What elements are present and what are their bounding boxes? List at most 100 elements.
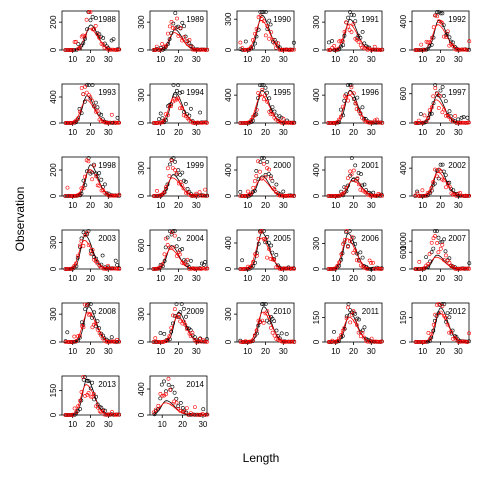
- observed-point-red: [204, 193, 209, 198]
- x-tick-label: 20: [174, 201, 183, 210]
- observed-point-black: [272, 109, 277, 114]
- observed-point-black: [90, 380, 95, 385]
- observed-point-red: [429, 332, 434, 337]
- observed-point-red: [254, 27, 259, 31]
- observed-point-red: [163, 112, 168, 117]
- observed-point-red: [253, 31, 257, 36]
- panel-2004: 10 20 30 0 600 2004: [137, 229, 210, 283]
- observed-point-red: [90, 98, 94, 103]
- observed-point-red: [267, 36, 272, 41]
- observed-point-black: [192, 335, 197, 340]
- observed-point-red: [431, 94, 436, 99]
- predicted-line-red: [65, 169, 120, 197]
- observed-point-black: [459, 115, 464, 120]
- observed-point-red: [167, 104, 172, 109]
- observed-point-red: [97, 35, 102, 40]
- observed-point-red: [461, 120, 466, 125]
- observed-point-red: [175, 16, 179, 21]
- x-tick-label: 10: [68, 274, 77, 283]
- x-tick-label: 10: [331, 274, 340, 283]
- observed-point-red: [261, 237, 266, 241]
- observed-point-red: [166, 376, 171, 381]
- x-tick-label: 10: [418, 128, 427, 137]
- observed-point-black: [152, 412, 157, 417]
- year-label: 2009: [186, 307, 204, 316]
- observed-point-red: [200, 121, 204, 125]
- observed-point-red: [274, 336, 279, 341]
- observed-point-red: [201, 266, 206, 271]
- observed-point-red: [353, 319, 358, 324]
- observed-point-red: [245, 47, 250, 52]
- y-tick-label: 0: [224, 120, 233, 125]
- observed-point-black: [95, 105, 100, 110]
- observed-point-red: [349, 312, 354, 317]
- observed-point-red: [373, 118, 377, 123]
- observed-point-red: [102, 45, 107, 50]
- observed-point-red: [243, 339, 248, 344]
- observed-point-black: [188, 258, 193, 263]
- observed-point-red: [203, 266, 208, 271]
- observed-point-red: [88, 10, 93, 14]
- observed-point-red: [418, 121, 423, 125]
- observed-point-red: [65, 267, 70, 271]
- observed-point-black: [284, 332, 289, 336]
- observed-point-black: [332, 329, 336, 334]
- observed-point-red: [263, 237, 268, 241]
- observed-point-red: [196, 193, 201, 198]
- observed-point-black: [184, 314, 188, 319]
- observed-point-red: [457, 120, 462, 125]
- observed-point-red: [279, 47, 284, 52]
- observed-point-red: [267, 167, 272, 172]
- observed-point-black: [261, 83, 266, 87]
- observed-point-red: [356, 330, 361, 335]
- observed-point-red: [176, 34, 181, 38]
- observed-point-red: [338, 38, 343, 43]
- observed-point-red: [180, 106, 185, 111]
- y-tick-label: 400: [224, 88, 233, 102]
- observed-point-red: [79, 239, 84, 244]
- observed-point-red: [362, 46, 367, 51]
- observed-point-red: [204, 339, 209, 344]
- observed-point-black: [346, 183, 350, 188]
- x-tick-label: 30: [192, 347, 201, 356]
- y-tick-label: 0: [312, 266, 321, 271]
- y-tick-label: 0: [224, 193, 233, 198]
- observed-point-red: [92, 104, 97, 109]
- observed-point-black: [353, 19, 358, 24]
- observed-point-red: [165, 337, 170, 342]
- observed-point-red: [261, 161, 266, 166]
- observed-point-black: [428, 259, 433, 264]
- observed-point-black: [169, 232, 174, 237]
- x-tick-label: 20: [349, 128, 358, 137]
- observed-point-black: [173, 11, 178, 16]
- observed-point-red: [277, 266, 282, 271]
- observed-point-red: [77, 192, 82, 197]
- year-label: 1999: [186, 161, 204, 170]
- observed-point-black: [192, 412, 197, 417]
- observed-point-black: [176, 315, 181, 320]
- observed-point-black: [429, 43, 434, 47]
- observed-point-red: [427, 108, 432, 113]
- observed-point-red: [440, 110, 445, 115]
- observed-point-red: [441, 257, 446, 262]
- observed-point-red: [187, 38, 192, 42]
- observed-point-red: [456, 191, 461, 196]
- observed-point-red: [181, 186, 186, 191]
- observed-point-red: [358, 112, 363, 117]
- observed-point-black: [362, 41, 367, 46]
- observed-point-black: [358, 250, 363, 255]
- observed-point-red: [102, 412, 107, 417]
- observed-point-black: [442, 237, 447, 242]
- observed-point-red: [369, 120, 374, 125]
- observed-point-red: [416, 194, 421, 198]
- observed-point-black: [72, 48, 77, 52]
- year-label: 2010: [273, 307, 291, 316]
- observed-point-red: [83, 174, 87, 179]
- observed-point-red: [164, 43, 169, 48]
- observed-point-red: [279, 193, 284, 198]
- observed-point-red: [281, 194, 286, 198]
- observed-point-red: [443, 253, 448, 258]
- x-tick-label: 20: [436, 55, 445, 64]
- observed-point-black: [170, 321, 175, 326]
